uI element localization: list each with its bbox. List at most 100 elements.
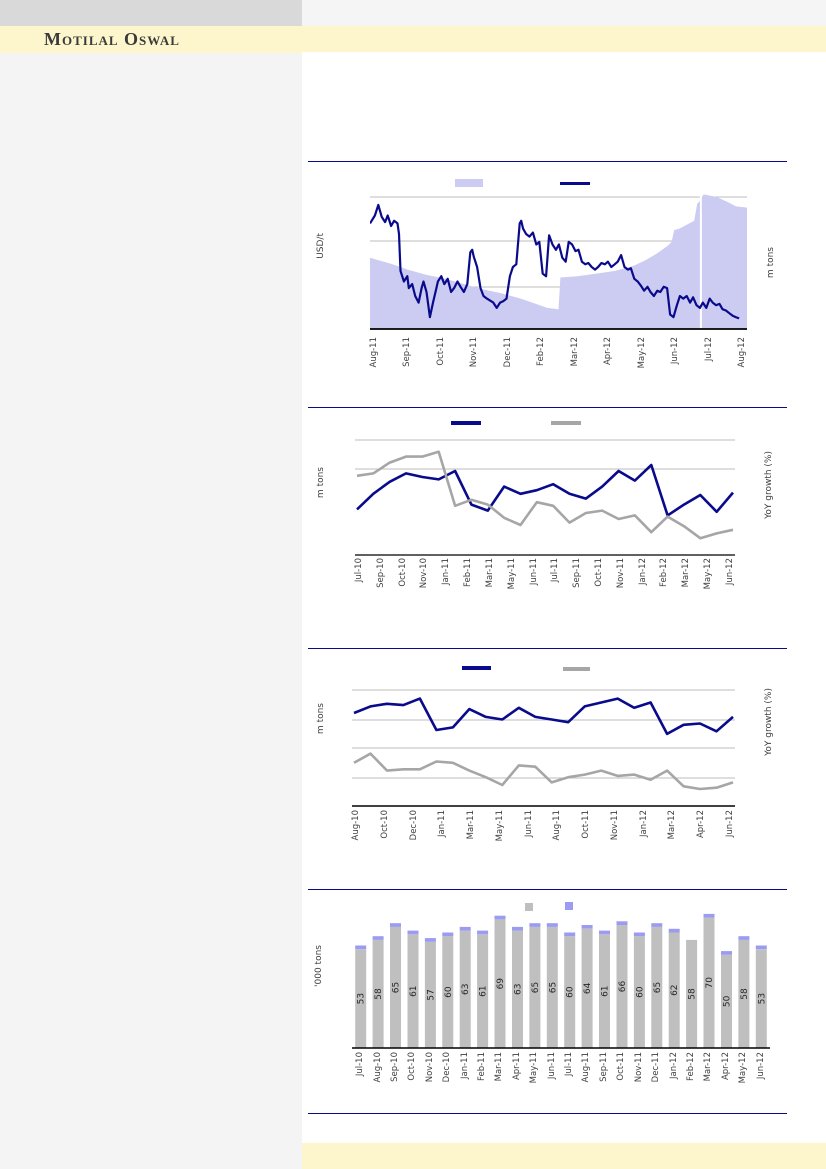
- bar-value-label: 65: [548, 982, 558, 993]
- bar-value-label: 64: [583, 982, 593, 994]
- x-tick-label: Feb-12: [659, 558, 670, 587]
- chart1-right-axis-title: m tons: [766, 247, 776, 279]
- x-tick-label: Nov-11: [469, 337, 480, 368]
- chart2-legend-line-swatch: [551, 421, 581, 425]
- x-tick-label: Oct-10: [379, 810, 390, 839]
- footer-band: [302, 1143, 826, 1169]
- chart1-legend: [302, 161, 826, 191]
- x-tick-label: Jun-11: [528, 558, 539, 586]
- x-tick-label: Nov-10: [424, 1052, 435, 1083]
- section-divider: [308, 889, 787, 890]
- chart3-legend: [302, 648, 826, 678]
- chart1-svg: [370, 189, 747, 330]
- x-tick-label: Feb-12: [536, 337, 547, 366]
- x-tick-label: Jul-11: [550, 558, 561, 583]
- chart-3-dual-line: m tons YoY growth (%) Aug-10 Oct-10 Dec-10…: [302, 648, 826, 889]
- header-gray-block: [0, 0, 302, 26]
- chart1-x-axis-labels: Aug-11 Sep-11 Oct-11 Nov-11 Dec-11 Feb-12 Mar-…: [369, 337, 747, 368]
- x-tick-label: Mar-12: [703, 1052, 714, 1082]
- x-tick-label: Apr-12: [696, 810, 707, 839]
- chart1-plot: [370, 189, 747, 331]
- x-tick-label: Jun-12: [724, 810, 735, 838]
- x-tick-label: May-11: [529, 1052, 540, 1084]
- header-light-strip: [302, 0, 826, 26]
- x-tick-label: Jan-11: [437, 810, 448, 837]
- x-tick-label: Mar-11: [494, 1052, 505, 1082]
- chart2-svg: [355, 439, 735, 556]
- x-tick-label: Mar-11: [466, 810, 477, 840]
- x-tick-label: Dec-10: [408, 810, 419, 841]
- x-tick-label: Oct-11: [616, 1052, 627, 1081]
- chart2-x-axis-labels: Jul-10 Sep-10 Oct-10 Nov-10 Jan-11 Feb-11 Mar-…: [354, 558, 735, 590]
- bar-value-label: 60: [566, 986, 576, 998]
- x-tick-label: Jun-12: [670, 337, 681, 365]
- section-divider: [308, 161, 787, 162]
- bar-value-label: 62: [670, 984, 680, 995]
- chart-1-price-area: USD/t m tons Aug-11 Sep-11 Oct-11 Nov-11 Dec…: [302, 161, 826, 407]
- x-tick-label: Mar-12: [681, 558, 692, 588]
- chart1-left-axis-title: USD/t: [316, 233, 326, 259]
- bar-value-label: 53: [757, 993, 767, 1004]
- x-tick-label: Jul-12: [703, 337, 714, 362]
- chart2-plot: [355, 430, 735, 556]
- section-divider: [308, 407, 787, 408]
- x-tick-label: May-12: [703, 558, 713, 590]
- bar-value-label: 63: [514, 984, 524, 995]
- bar-value-label: 60: [444, 986, 454, 998]
- chart3-svg: [352, 689, 735, 807]
- bar-value-label: 58: [688, 988, 698, 1000]
- x-tick-label: Feb-11: [463, 558, 474, 587]
- x-tick-label: Jul-11: [564, 1052, 575, 1077]
- chart1-legend-line-swatch: [560, 182, 590, 185]
- bar-value-label: 66: [618, 981, 628, 993]
- x-tick-label: Feb-11: [477, 1052, 488, 1081]
- x-tick-label: Dec-10: [442, 1052, 453, 1083]
- chart3-x-axis-labels: Aug-10 Oct-10 Dec-10 Jan-11 Mar-11 May-11 Jun-…: [351, 810, 735, 841]
- x-tick-label: Aug-12: [736, 337, 747, 368]
- x-tick-label: Jun-11: [523, 810, 534, 838]
- x-tick-label: Dec-11: [502, 337, 513, 368]
- chart4-plot: 53 58 65 61 57 60 63 61 69 63 65 65 60 64 61 66 60 65 62 58…: [352, 910, 770, 1050]
- chart4-x-axis-labels: Jul-10 Aug-10 Sep-10 Oct-10 Nov-10 Dec-10 Jan-…: [352, 1052, 770, 1083]
- bar-value-label: 61: [479, 985, 489, 996]
- bar-value-label: 58: [740, 988, 750, 1000]
- bar-value-label: 70: [705, 977, 715, 989]
- x-tick-label: Jun-12: [755, 1052, 766, 1080]
- x-tick-label: Aug-11: [552, 810, 563, 841]
- x-tick-label: Jan-12: [668, 1052, 679, 1079]
- x-tick-label: Sep-11: [598, 1052, 609, 1082]
- x-tick-label: Nov-10: [419, 558, 430, 589]
- x-tick-label: Nov-11: [609, 810, 620, 841]
- chart2-legend: [302, 407, 826, 437]
- x-tick-label: Oct-10: [407, 1052, 418, 1081]
- x-tick-label: Oct-11: [581, 810, 592, 839]
- x-tick-label: Jul-10: [354, 558, 364, 583]
- x-tick-label: Oct-11: [593, 558, 604, 587]
- chart4-left-axis-title: '000 tons: [314, 945, 324, 987]
- x-tick-label: Jul-10: [355, 1052, 366, 1077]
- x-tick-label: Sep-10: [375, 558, 386, 588]
- x-tick-label: Apr-12: [720, 1052, 731, 1081]
- x-tick-label: Sep-11: [402, 337, 413, 367]
- chart3-legend-line-swatch: [563, 667, 590, 671]
- chart3-legend-line-swatch: [462, 666, 491, 670]
- section-divider: [308, 1113, 787, 1114]
- x-tick-label: Jun-12: [724, 558, 735, 586]
- x-tick-label: Aug-11: [369, 337, 379, 368]
- x-tick-label: Mar-11: [484, 558, 495, 588]
- x-tick-label: Nov-11: [615, 558, 626, 589]
- chart-2-dual-line: m tons YoY growth (%) Jul-10 Sep-10 Oct-10…: [302, 407, 826, 648]
- x-tick-label: Oct-10: [397, 558, 408, 587]
- bar-value-label: 57: [426, 989, 436, 1000]
- bar-value-label: 69: [496, 978, 506, 990]
- bar-value-label: 60: [635, 986, 645, 998]
- x-tick-label: Mar-12: [667, 810, 678, 840]
- brand-band: Motilal Oswal: [0, 26, 826, 53]
- x-tick-label: Jan-12: [637, 558, 648, 585]
- chart3-right-axis-title: YoY growth (%): [764, 688, 774, 756]
- bar-value-label: 53: [357, 993, 367, 1004]
- x-tick-label: Jan-11: [441, 558, 452, 585]
- brand-logo-text: Motilal Oswal: [44, 29, 180, 49]
- bar-value-label: 61: [409, 985, 419, 996]
